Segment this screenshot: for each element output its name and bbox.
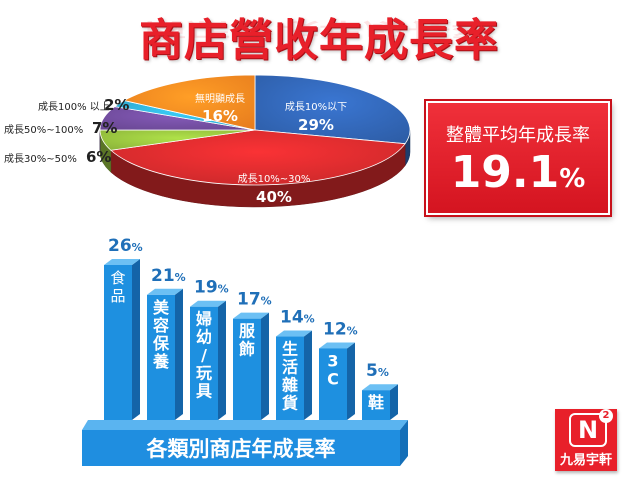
base-front [82, 430, 400, 466]
bar-side [390, 384, 398, 420]
average-growth-box: 整體平均年成長率 19.1% [426, 101, 610, 215]
logo-text: 九易宇軒 [559, 453, 612, 468]
logo-superscript: 2 [599, 409, 613, 423]
bar-value-label: 12% [323, 319, 358, 339]
pie-slice-label: 成長50%~100% [4, 124, 83, 136]
bar-group [319, 342, 355, 420]
bar-value-label: 17% [237, 290, 272, 310]
bar-top [190, 300, 226, 307]
average-growth-number: 19.1 [450, 147, 560, 198]
bar-side [347, 342, 355, 420]
bar-side [132, 259, 140, 420]
pie-slice-label: 成長10%以下 [285, 101, 347, 113]
bar-chart-base [82, 420, 408, 466]
bar-side [261, 312, 269, 420]
bar-category-label: 生活雜貨 [282, 340, 298, 413]
pie-slice-value: 7% [92, 119, 117, 137]
bar-category-label: 婦幼/玩具 [195, 310, 212, 401]
bar [233, 318, 261, 420]
bar-side [304, 330, 312, 420]
pie-slice-value: 16% [202, 107, 238, 125]
pie-slice-label: 成長30%~50% [4, 153, 77, 165]
bar-top [104, 259, 140, 265]
base-top [82, 420, 408, 430]
bar-value-label: 21% [151, 266, 186, 286]
pie-slice [123, 74, 256, 131]
average-growth-value: 19.1% [428, 147, 608, 198]
brand-logo: N 2 九易宇軒 [555, 409, 617, 471]
page-title: 商店營收年成長率 [139, 15, 499, 66]
bar-category-label: 服飾 [239, 322, 256, 359]
bar-top [319, 342, 355, 349]
pie-slice [254, 74, 411, 145]
bar-top [233, 312, 269, 319]
bar-group [190, 300, 226, 420]
bar-top [276, 330, 312, 337]
bar-side [175, 288, 183, 420]
bar [147, 294, 175, 420]
logo-mark: N [569, 413, 607, 447]
average-growth-unit: % [559, 164, 586, 194]
bar [190, 306, 218, 420]
bar-value-label: 19% [194, 278, 229, 298]
bar-value-label: 26% [108, 236, 143, 256]
pie-slice-value: 29% [298, 116, 334, 134]
bar-group [362, 384, 398, 420]
bar-category-label: 鞋 [368, 393, 384, 412]
bar-group [233, 312, 269, 420]
bar-top [147, 288, 183, 295]
bar-value-label: 5% [366, 361, 389, 381]
pie-slice [109, 129, 406, 186]
bar-top [362, 384, 398, 391]
bar [362, 390, 390, 420]
bar [104, 265, 132, 420]
pie-slice-value: 6% [86, 148, 111, 166]
bar [319, 348, 347, 420]
pie-slice-label: 成長10%~30% [238, 173, 311, 185]
average-growth-label: 整體平均年成長率 [446, 125, 590, 146]
bar-side [218, 300, 226, 420]
bar-group [276, 330, 312, 420]
bar-category-label: 美容保養 [152, 298, 170, 371]
pie-slice-value: 40% [256, 188, 292, 206]
base-side [400, 420, 408, 466]
bar [276, 336, 304, 420]
bar-chart-title: 各類別商店年成長率 [146, 437, 336, 461]
pie-slice-label: 成長100% 以上 [38, 101, 110, 113]
bar-group [104, 259, 140, 420]
pie-slice-value: 2% [104, 96, 129, 114]
bar-value-label: 14% [280, 308, 315, 328]
pie-slice-label: 無明顯成長 [195, 92, 245, 105]
bar-group [147, 288, 183, 420]
bar-category-label: 食品 [110, 269, 125, 305]
